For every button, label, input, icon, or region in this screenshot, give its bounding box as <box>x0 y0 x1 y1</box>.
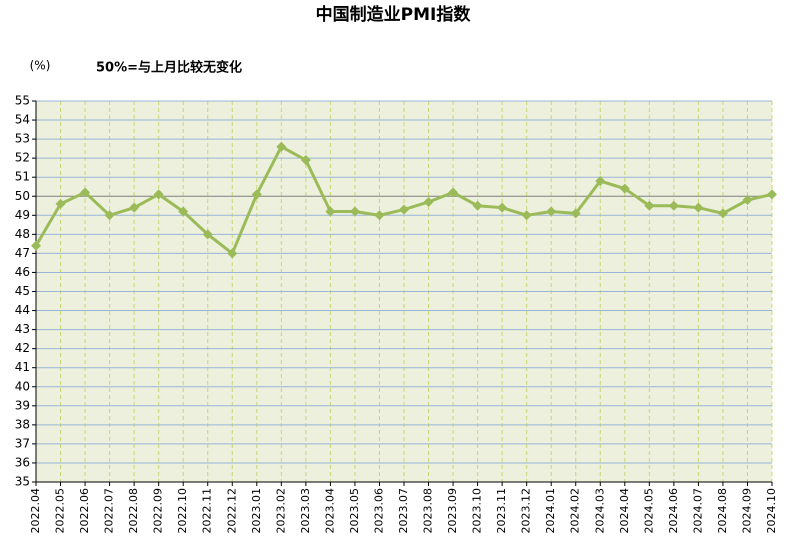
data-point <box>595 176 606 187</box>
y-tick-label: 51 <box>15 170 30 184</box>
x-tick-label: 2023.06 <box>372 488 385 534</box>
x-tick-label: 2024.08 <box>716 488 729 534</box>
x-tick-label: 2023.11 <box>495 488 508 534</box>
y-tick-label: 37 <box>15 436 30 450</box>
data-point <box>448 187 459 198</box>
data-point <box>521 210 532 221</box>
x-tick-label: 2023.03 <box>299 488 312 534</box>
y-tick-label: 36 <box>15 455 30 469</box>
data-point <box>644 200 655 211</box>
data-point <box>767 189 777 200</box>
y-tick-label: 47 <box>15 246 30 260</box>
x-tick-label: 2022.06 <box>78 488 91 534</box>
x-tick-label: 2023.09 <box>446 488 459 534</box>
data-point <box>202 229 213 240</box>
data-point <box>227 248 238 259</box>
y-tick-label: 48 <box>15 227 30 241</box>
x-tick-label: 2024.05 <box>642 488 655 534</box>
y-tick-label: 43 <box>15 322 30 336</box>
y-tick-label: 42 <box>15 341 30 355</box>
y-tick-label: 38 <box>15 417 30 431</box>
x-tick-label: 2022.08 <box>127 488 140 534</box>
x-tick-label: 2024.09 <box>740 488 753 534</box>
data-point <box>300 155 311 166</box>
data-point <box>104 210 115 221</box>
x-tick-label: 2023.02 <box>274 488 287 534</box>
x-tick-label: 2022.10 <box>176 488 189 534</box>
data-point <box>129 202 140 213</box>
chart-title: 中国制造业PMI指数 <box>316 4 472 25</box>
data-point <box>423 196 434 207</box>
x-tick-label: 2024.01 <box>544 488 557 534</box>
data-point <box>570 208 581 219</box>
x-tick-label: 2022.05 <box>54 488 67 534</box>
x-tick-label: 2024.02 <box>569 488 582 534</box>
y-tick-label: 52 <box>15 151 30 165</box>
data-point <box>55 198 66 209</box>
y-tick-label: 44 <box>15 303 30 317</box>
data-point <box>80 187 91 198</box>
data-point <box>276 141 287 152</box>
data-point <box>153 189 164 200</box>
x-tick-label: 2022.07 <box>103 488 116 534</box>
y-tick-label: 41 <box>15 360 30 374</box>
annotation: 50%=与上月比较无变化 <box>96 60 242 76</box>
x-tick-label: 2022.09 <box>152 488 165 534</box>
x-tick-label: 2024.10 <box>765 488 778 534</box>
x-tick-label: 2024.04 <box>618 488 631 534</box>
y-tick-label: 35 <box>15 475 30 489</box>
y-tick-label: 40 <box>15 379 30 393</box>
data-point <box>619 183 630 194</box>
y-tick-label: 45 <box>15 284 30 298</box>
data-point <box>325 206 336 217</box>
data-point <box>472 200 483 211</box>
data-point <box>31 240 41 251</box>
y-tick-label: 53 <box>15 132 30 146</box>
y-tick-label: 55 <box>15 94 30 108</box>
data-point <box>693 202 704 213</box>
x-tick-label: 2024.06 <box>667 488 680 534</box>
x-tick-label: 2023.10 <box>471 488 484 534</box>
data-point <box>349 206 360 217</box>
data-point <box>251 189 262 200</box>
x-tick-label: 2023.01 <box>250 488 263 534</box>
data-point <box>668 200 679 211</box>
y-tick-label: 46 <box>15 265 30 279</box>
x-tick-label: 2023.12 <box>520 488 533 534</box>
data-point <box>742 195 753 206</box>
x-tick-label: 2024.03 <box>593 488 606 534</box>
y-axis-label: (%) <box>30 59 51 73</box>
y-tick-label: 49 <box>15 208 30 222</box>
x-tick-label: 2022.12 <box>225 488 238 534</box>
x-tick-label: 2022.04 <box>29 488 42 534</box>
data-point <box>497 202 508 213</box>
x-tick-label: 2022.11 <box>201 488 214 534</box>
y-tick-label: 39 <box>15 398 30 412</box>
x-tick-label: 2023.07 <box>397 488 410 534</box>
x-tick-label: 2023.04 <box>323 488 336 534</box>
data-point <box>399 204 409 215</box>
x-tick-label: 2024.07 <box>691 488 704 534</box>
y-tick-label: 50 <box>15 189 30 203</box>
y-tick-label: 54 <box>15 113 30 127</box>
data-point <box>546 206 557 217</box>
data-point <box>374 210 385 221</box>
data-point <box>178 206 189 217</box>
x-tick-label: 2023.08 <box>422 488 435 534</box>
data-point <box>717 208 728 219</box>
x-tick-label: 2023.05 <box>348 488 361 534</box>
